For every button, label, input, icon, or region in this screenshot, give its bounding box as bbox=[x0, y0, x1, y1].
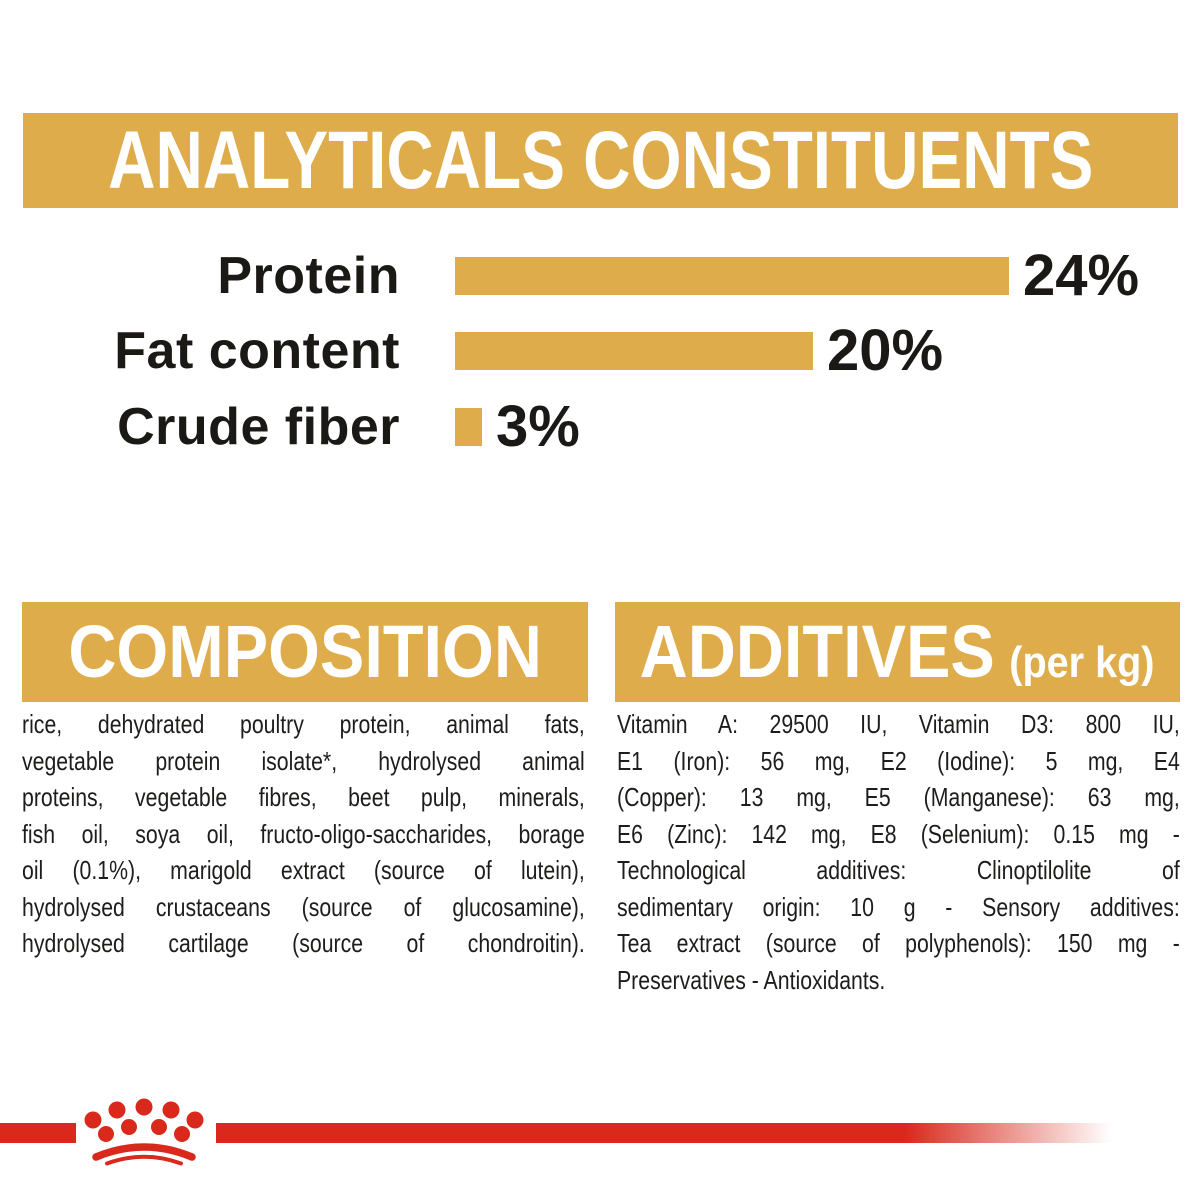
additives-text: Vitamin A: 29500 IU, Vitamin D3: 800 IU,… bbox=[617, 706, 1180, 998]
text-line: E6 (Zinc): 142 mg, E8 (Selenium): 0.15 m… bbox=[617, 818, 1180, 849]
brand-stripe-left bbox=[0, 1123, 76, 1143]
text-line: fish oil, soya oil, fructo-oligo-sacchar… bbox=[22, 818, 585, 849]
brand-stripe-right bbox=[216, 1123, 1200, 1143]
bar-value: 20% bbox=[827, 318, 944, 383]
text-line: hydrolysed crustaceans (source of glucos… bbox=[22, 891, 585, 922]
additives-banner: ADDITIVES (per kg) bbox=[615, 602, 1180, 702]
text-line: vegetable protein isolate*, hydrolysed a… bbox=[22, 745, 585, 776]
additives-per-kg-label: (per kg) bbox=[1009, 638, 1155, 687]
text-line: E1 (Iron): 56 mg, E2 (Iodine): 5 mg, E4 bbox=[617, 745, 1180, 776]
text-line: rice, dehydrated poultry protein, animal… bbox=[22, 709, 585, 739]
text-line: Preservatives - Antioxidants. bbox=[617, 964, 886, 995]
additives-title: ADDITIVES bbox=[640, 610, 996, 693]
composition-banner: COMPOSITION bbox=[22, 602, 588, 702]
chart-row-crude-fiber: Crude fiber 3% bbox=[0, 394, 1200, 459]
bar-label: Fat content bbox=[114, 322, 400, 380]
text-line: Vitamin A: 29500 IU, Vitamin D3: 800 IU, bbox=[617, 709, 1180, 739]
chart-row-fat-content: Fat content 20% bbox=[0, 318, 1200, 383]
bar-crude-fiber bbox=[455, 408, 482, 446]
text-line: oil (0.1%), marigold extract (source of … bbox=[22, 855, 585, 885]
analyticals-title: ANALYTICALS CONSTITUENTS bbox=[107, 115, 1094, 206]
bar-fat-content bbox=[455, 332, 813, 370]
composition-title: COMPOSITION bbox=[68, 610, 542, 693]
composition-text: rice, dehydrated poultry protein, animal… bbox=[22, 706, 585, 962]
bar-protein bbox=[455, 257, 1009, 295]
text-line: hydrolysed cartilage (source of chondroi… bbox=[22, 928, 585, 958]
chart-row-protein: Protein 24% bbox=[0, 243, 1200, 308]
bar-label: Crude fiber bbox=[117, 398, 400, 456]
analyticals-banner: ANALYTICALS CONSTITUENTS bbox=[23, 113, 1178, 208]
additives-title-wrap: ADDITIVES (per kg) bbox=[640, 602, 1155, 702]
bar-label: Protein bbox=[217, 247, 400, 305]
text-line: Tea extract (source of polyphenols): 150… bbox=[617, 928, 1180, 958]
bar-value: 24% bbox=[1023, 243, 1140, 308]
text-line: (Copper): 13 mg, E5 (Manganese): 63 mg, bbox=[617, 782, 1180, 812]
text-line: Technological additives: Clinoptilolite … bbox=[617, 855, 1180, 885]
royal-canin-crown-icon bbox=[84, 1098, 204, 1166]
text-line: proteins, vegetable fibres, beet pulp, m… bbox=[22, 782, 585, 812]
bar-value: 3% bbox=[496, 394, 580, 459]
text-line: sedimentary origin: 10 g - Sensory addit… bbox=[617, 891, 1180, 922]
